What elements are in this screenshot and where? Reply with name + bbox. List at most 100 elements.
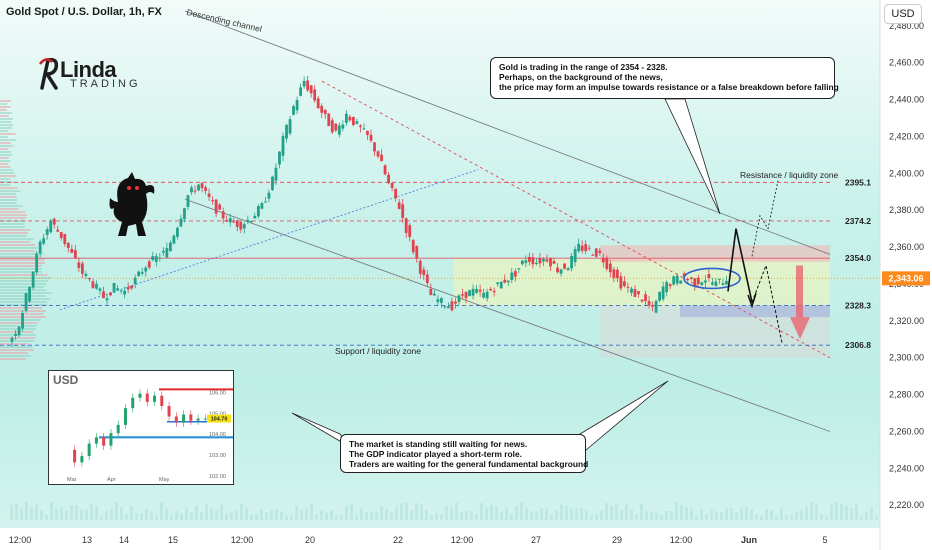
inset-candle-body: [116, 424, 120, 434]
volume-bar: [0, 319, 41, 321]
inset-y-tick: 105.00: [209, 411, 226, 417]
volume-bar: [440, 514, 443, 520]
volume-bar: [0, 307, 42, 309]
candle-body: [126, 287, 130, 290]
volume-bar: [0, 184, 11, 186]
volume-bar: [875, 515, 878, 520]
candle-body: [84, 273, 88, 276]
candle-body: [633, 289, 637, 297]
inset-candle-body: [109, 433, 113, 446]
volume-bar: [460, 512, 463, 520]
candle-body: [197, 184, 200, 191]
candle-body: [28, 286, 31, 302]
candle-body: [640, 299, 644, 302]
candle-body: [42, 238, 46, 244]
y-tick-label: 2,400.00: [889, 168, 924, 178]
volume-bar: [760, 515, 763, 520]
volume-bar: [360, 508, 363, 520]
volume-bar: [350, 504, 353, 520]
volume-bar: [405, 502, 408, 520]
candle-body: [443, 306, 447, 308]
candle-body: [513, 271, 517, 277]
volume-bar: [375, 512, 378, 520]
candle-body: [454, 301, 457, 304]
inset-candle-body: [189, 414, 193, 421]
candle-body: [116, 288, 119, 291]
inset-candle-body: [73, 449, 77, 463]
volume-bar: [740, 507, 743, 520]
candle-body: [601, 257, 605, 263]
candle-body: [144, 267, 148, 272]
volume-bar: [530, 511, 533, 520]
candle-body: [193, 190, 197, 192]
inset-x-tick: May: [159, 477, 170, 483]
candle-body: [608, 263, 612, 273]
volume-bar: [655, 512, 658, 520]
volume-bar: [80, 508, 83, 520]
inset-x-tick: Mar: [67, 477, 77, 483]
inset-candle-body: [123, 408, 127, 425]
volume-bar: [615, 503, 618, 520]
volume-bar: [555, 510, 558, 520]
candle-body: [468, 290, 471, 297]
arrow-head: [747, 292, 757, 309]
volume-bar: [345, 505, 348, 520]
volume-bar: [170, 515, 173, 520]
candle-body: [721, 283, 725, 286]
candle-body: [228, 218, 232, 223]
candle-body: [14, 333, 17, 336]
volume-bar: [270, 510, 273, 520]
volume-bar: [0, 190, 21, 192]
note-line: Traders are waiting for the general fund…: [349, 459, 589, 469]
inset-candle-body: [182, 414, 186, 423]
volume-bar: [145, 508, 148, 520]
candle-body: [387, 174, 390, 184]
volume-bar: [225, 513, 228, 520]
volume-bar: [0, 109, 7, 111]
volume-bar: [0, 265, 42, 267]
candle-body: [580, 245, 584, 251]
candle-body: [161, 250, 165, 253]
candle-body: [165, 248, 169, 258]
candle-body: [510, 272, 514, 280]
candle-body: [306, 80, 310, 91]
volume-bar: [370, 511, 373, 520]
volume-bar: [0, 151, 12, 153]
volume-bar: [705, 513, 708, 520]
volume-bar: [125, 513, 128, 520]
candle-body: [299, 87, 303, 96]
volume-bar: [0, 121, 12, 123]
volume-bar: [645, 511, 648, 520]
candle-body: [682, 273, 686, 277]
candle-body: [323, 109, 327, 115]
volume-bar: [0, 118, 13, 120]
currency-button[interactable]: USD: [884, 4, 922, 24]
logo-mark-icon: [39, 58, 59, 90]
impulse-arrow-path: [727, 228, 753, 303]
candle-body: [95, 283, 98, 289]
candle-body: [615, 269, 619, 279]
x-tick-label: 29: [612, 535, 622, 545]
volume-bar: [770, 509, 773, 520]
candle-body: [425, 274, 429, 284]
volume-bar: [775, 515, 778, 520]
inset-candle-body: [167, 406, 171, 417]
volume-bar: [550, 514, 553, 520]
volume-bar: [0, 274, 48, 276]
channel-label: Descending channel: [186, 7, 263, 34]
volume-bar: [565, 505, 568, 520]
candle-body: [207, 193, 211, 197]
down-arrow-icon: [790, 265, 810, 340]
candle-body: [623, 281, 626, 287]
volume-bar: [0, 343, 29, 345]
y-tick-label: 2,480.00: [889, 21, 924, 31]
x-tick-label: 12:00: [670, 535, 693, 545]
candle-body: [672, 276, 676, 285]
candle-body: [341, 124, 345, 129]
volume-bar: [0, 160, 11, 162]
volume-bar: [0, 166, 11, 168]
volume-bar: [0, 235, 27, 237]
inset-candle-body: [203, 418, 207, 420]
